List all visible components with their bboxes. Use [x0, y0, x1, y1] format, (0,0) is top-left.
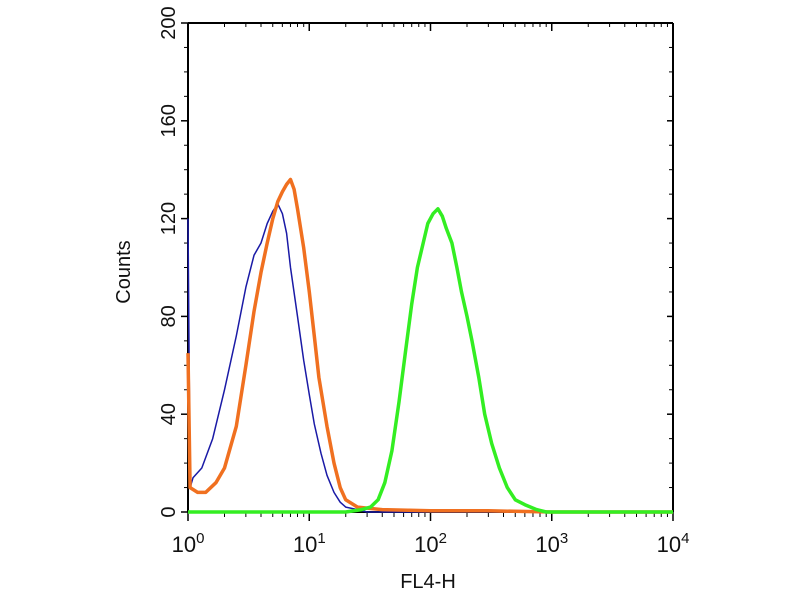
series-layer	[186, 177, 673, 514]
y-axis-ticks: 0 40 80 120 160 200	[158, 6, 673, 518]
y-tick-label: 160	[158, 104, 180, 137]
y-tick-label: 120	[158, 202, 180, 235]
y-tick-label: 0	[158, 506, 180, 517]
x-axis-title: FL4-H	[400, 571, 456, 593]
histogram-series-3	[188, 207, 673, 514]
x-tick-label: 103	[535, 530, 568, 557]
y-axis-title: Counts	[113, 240, 135, 303]
histogram-series-1	[187, 203, 673, 513]
x-tick-label: 100	[172, 530, 205, 557]
y-tick-label: 80	[158, 305, 180, 327]
x-tick-label: 102	[414, 530, 447, 557]
x-axis-ticks: 100 101 102 103 104	[172, 23, 690, 557]
histogram-series-2	[186, 177, 673, 514]
x-tick-label: 101	[293, 530, 326, 557]
x-tick-label: 104	[657, 530, 690, 557]
y-tick-label: 40	[158, 403, 180, 425]
y-tick-label: 200	[158, 6, 180, 39]
